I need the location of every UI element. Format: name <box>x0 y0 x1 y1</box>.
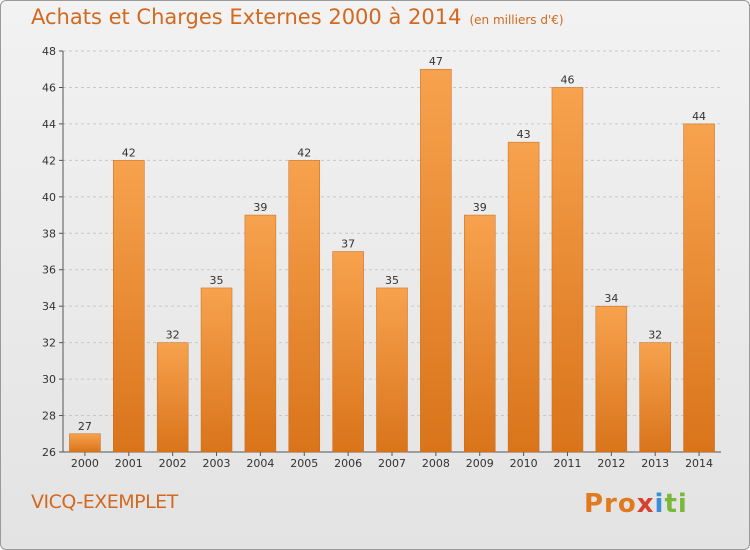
y-tick-label: 38 <box>42 227 56 240</box>
chart-title: Achats et Charges Externes 2000 à 2014 (e… <box>31 5 564 29</box>
y-tick-label: 36 <box>42 264 56 277</box>
city-name: VICQ-EXEMPLET <box>31 491 178 513</box>
bar-2004 <box>244 214 277 453</box>
y-tick-label: 40 <box>42 191 56 204</box>
x-tick-label-2012: 2012 <box>597 457 625 470</box>
value-label-2011: 46 <box>560 73 574 86</box>
value-label-2009: 39 <box>473 201 487 214</box>
y-tick-label: 34 <box>42 300 56 313</box>
value-label-2004: 39 <box>253 201 267 214</box>
bar-2011 <box>551 87 584 453</box>
x-tick-label-2007: 2007 <box>378 457 406 470</box>
x-tick-label-2013: 2013 <box>641 457 669 470</box>
x-tick-label-2010: 2010 <box>510 457 538 470</box>
value-label-2001: 42 <box>122 146 136 159</box>
y-tick-label: 48 <box>42 45 56 58</box>
x-tick-label-2000: 2000 <box>71 457 99 470</box>
bar-2007 <box>376 287 408 453</box>
bar-2002 <box>156 342 189 453</box>
value-label-2005: 42 <box>297 146 311 159</box>
y-tick-label: 42 <box>42 154 56 167</box>
logo-part-3: i <box>654 489 665 519</box>
x-tick-labels: 2000 2001 2002 2003 2004 2005 2006 2007 2008 2009… <box>71 457 713 470</box>
x-tick-label-2006: 2006 <box>334 457 362 470</box>
y-tick-label: 32 <box>42 337 56 350</box>
y-tick-label: 46 <box>42 81 56 94</box>
bar-2006 <box>332 251 364 453</box>
bar-2008 <box>420 68 452 453</box>
value-label-2008: 47 <box>429 55 443 68</box>
value-label-2002: 32 <box>166 329 180 342</box>
x-tick-label-2002: 2002 <box>159 457 187 470</box>
bar-2012 <box>595 305 628 453</box>
chart-subtitle: (en milliers d'€) <box>469 13 564 27</box>
x-tick-label-2009: 2009 <box>466 457 494 470</box>
bar-2014 <box>683 123 715 453</box>
bars <box>69 68 715 453</box>
value-label-2006: 37 <box>341 238 355 251</box>
bar-2003 <box>200 287 233 453</box>
value-label-2014: 44 <box>692 110 706 123</box>
x-tick-label-2003: 2003 <box>203 457 231 470</box>
y-tick-label: 30 <box>42 373 56 386</box>
value-label-2012: 34 <box>604 292 618 305</box>
y-tick-label: 28 <box>42 410 56 423</box>
bar-2009 <box>463 214 496 453</box>
x-tick-label-2008: 2008 <box>422 457 450 470</box>
proxiti-logo: Proxiti <box>584 489 688 519</box>
y-tick-label: 26 <box>42 446 56 459</box>
value-label-2000: 27 <box>78 420 92 433</box>
x-tick-label-2005: 2005 <box>290 457 318 470</box>
value-label-2003: 35 <box>210 274 224 287</box>
x-tick-label-2004: 2004 <box>246 457 274 470</box>
value-label-2010: 43 <box>517 128 531 141</box>
x-tick-label-2001: 2001 <box>115 457 143 470</box>
y-tick-label: 44 <box>42 118 56 131</box>
bar-2001 <box>113 160 145 453</box>
y-tick-labels: 26 28 30 32 34 36 38 40 42 44 46 48 <box>42 45 56 459</box>
value-labels: 27 42 32 35 39 42 37 35 47 39 43 46 34 32 44 <box>78 55 706 433</box>
bar-2013 <box>639 342 671 453</box>
bar-2010 <box>507 141 540 453</box>
logo-part-1: Pro <box>584 489 637 519</box>
logo-part-2: x <box>636 489 655 519</box>
bar-2000 <box>69 433 101 453</box>
value-label-2007: 35 <box>385 274 399 287</box>
logo-part-4: ti <box>664 489 688 519</box>
x-tick-label-2014: 2014 <box>685 457 713 470</box>
bar-2005 <box>288 160 321 453</box>
x-tick-label-2011: 2011 <box>553 457 581 470</box>
chart-title-text: Achats et Charges Externes 2000 à 2014 <box>31 5 462 29</box>
value-label-2013: 32 <box>648 329 662 342</box>
